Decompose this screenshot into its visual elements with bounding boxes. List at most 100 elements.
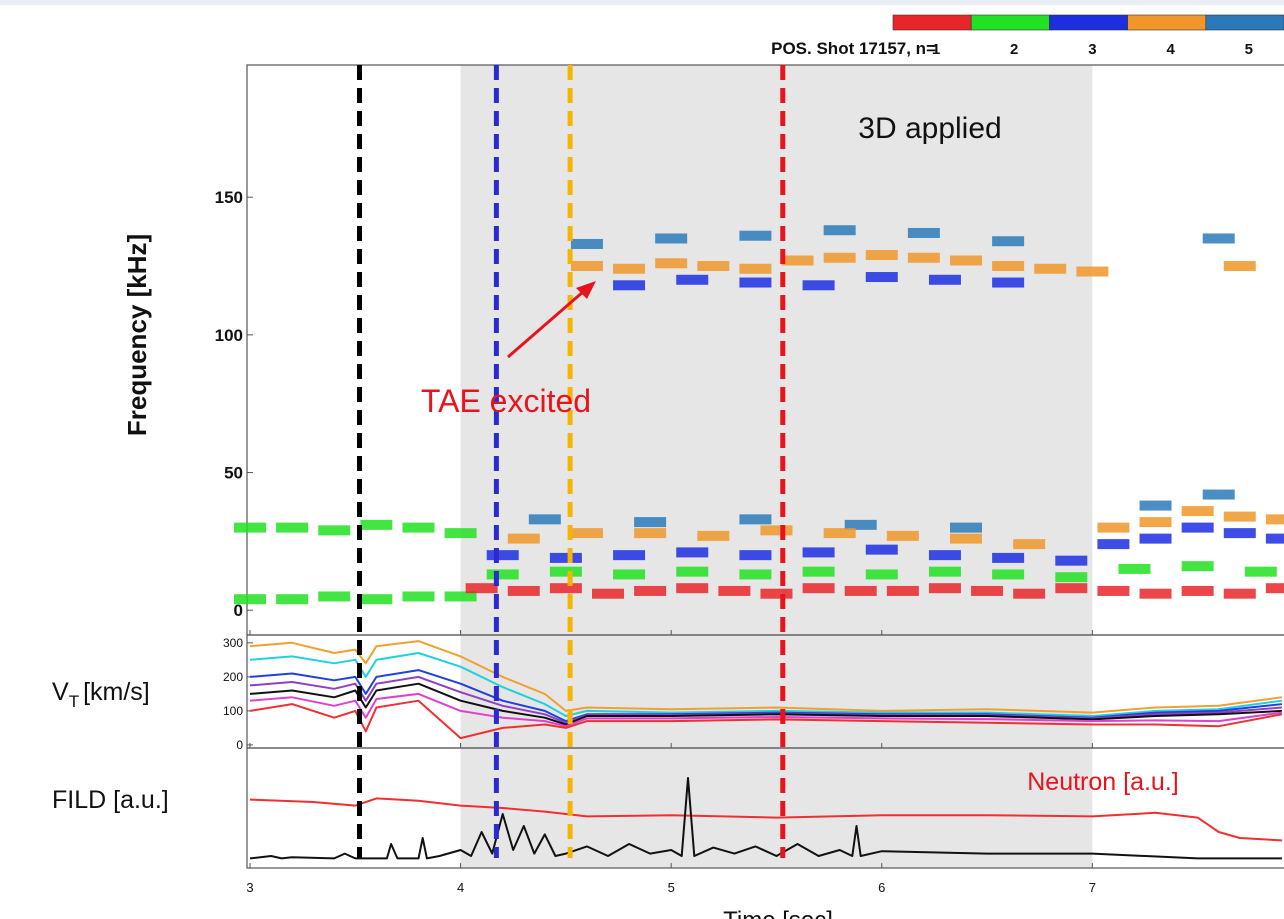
spectrum-point [549, 552, 582, 563]
spectrum-point [592, 588, 625, 599]
legend-label: 3 [1088, 41, 1096, 58]
spectrum-point [739, 514, 772, 525]
spectrum-point [634, 517, 667, 528]
spectrum-point [760, 525, 793, 536]
spectrum-point [1202, 489, 1235, 500]
spectrum-point [1139, 533, 1172, 544]
spectrum-point [360, 594, 393, 605]
arrow-head [576, 281, 596, 299]
spectrum-point [865, 250, 898, 260]
spectrum-point [802, 566, 835, 577]
spectrum-point [823, 225, 856, 236]
legend-swatch [970, 14, 1050, 31]
spectrum-point [676, 547, 709, 558]
x-tick-label: 7 [1089, 880, 1096, 895]
spectrum-point [865, 569, 898, 580]
spectrum-point [1202, 233, 1235, 244]
spectrum-point [1139, 517, 1172, 528]
background-layer [246, 64, 1284, 869]
y-tick-label: 300 [223, 636, 243, 650]
spectrum-point [697, 261, 730, 272]
y-tick-label: 150 [215, 188, 243, 207]
spectrum-point [950, 522, 983, 533]
spectrum-point [318, 525, 351, 536]
spectrum-point [992, 277, 1025, 288]
arrow-annotation: TAE excited [421, 383, 591, 419]
spectrum-point [1139, 588, 1172, 599]
spectrum-point [928, 274, 961, 285]
spectrum-point [1118, 563, 1151, 574]
spectrum-point [528, 514, 561, 525]
spectrum-point [613, 263, 646, 274]
spectrum-point [676, 583, 709, 594]
legend-label: 5 [1245, 41, 1253, 58]
spectrum-point [950, 533, 983, 544]
y-axis-label: FILD [a.u.] [52, 786, 169, 814]
spectrum-point [992, 569, 1025, 580]
spectrum-point [760, 588, 793, 599]
spectrum-point [613, 569, 646, 580]
spectrum-point [234, 594, 266, 605]
spectrum-point [739, 569, 772, 580]
x-tick-label: 5 [668, 880, 675, 895]
spectrum-point [549, 566, 582, 577]
spectrum-point [465, 583, 498, 594]
spectrum-point [1055, 572, 1088, 583]
spectrum-point [402, 591, 435, 602]
label-part: V [52, 678, 69, 706]
spectrum-point [823, 252, 856, 263]
spectrum-point [444, 528, 477, 539]
spectrum-point [1223, 511, 1256, 522]
spectrum-point [234, 522, 266, 533]
spectrum-point [1139, 500, 1172, 511]
x-tick-label: 6 [878, 880, 885, 895]
series-line [249, 652, 1283, 717]
annotation-arrow [507, 289, 585, 359]
y-tick-label: 100 [215, 326, 243, 345]
spectrum-point [276, 522, 309, 533]
spectrum-point [507, 585, 540, 596]
spectrum-point [1097, 585, 1130, 596]
spectrum-point [655, 258, 688, 269]
spectrum-point [1013, 588, 1046, 599]
spectrum-point [802, 583, 835, 594]
spectrum-point [697, 530, 730, 541]
y-tick-label: 0 [236, 738, 243, 752]
spectrum-point [318, 591, 351, 602]
x-tick-label: 4 [457, 880, 464, 895]
spectrum-point [402, 522, 435, 533]
spectrum-point [549, 583, 582, 594]
spectrum-point [1076, 266, 1109, 277]
spectrum-point [1181, 561, 1214, 572]
legend-swatch [1049, 14, 1128, 31]
label-part: [km/s] [83, 678, 150, 706]
spectrum-point [1265, 514, 1284, 525]
spectrum-point [444, 591, 477, 602]
label-subscript: T [69, 692, 79, 711]
y-tick-label: 50 [224, 464, 243, 483]
spectrum-point [676, 566, 709, 577]
spectrum-point [1223, 261, 1256, 272]
spectrum-point [907, 252, 940, 263]
spectrum-point [486, 569, 519, 580]
spectrum-point [928, 550, 961, 561]
spectrum-point [613, 550, 646, 561]
legend-swatch [892, 14, 972, 31]
marks-layer [234, 65, 1284, 860]
y-axis-label: Frequency [kHz] [122, 234, 152, 436]
panel-frame [246, 747, 1284, 869]
spectrum-point [928, 583, 961, 594]
spectrum-point [1034, 263, 1067, 274]
spectrum-point [613, 280, 646, 291]
spectrum-point [802, 280, 835, 291]
x-axis-label: Time [sec] [723, 907, 833, 919]
y-tick-label: 200 [223, 670, 243, 684]
spectrum-point [992, 236, 1025, 247]
spectrum-point [634, 528, 667, 539]
spectrum-point [1223, 588, 1256, 599]
y-tick-label: 0 [234, 601, 243, 620]
spectrum-point [739, 230, 772, 241]
spectrum-point [1181, 522, 1214, 533]
x-tick-label: 3 [246, 880, 253, 895]
spectrum-point [1181, 585, 1214, 596]
